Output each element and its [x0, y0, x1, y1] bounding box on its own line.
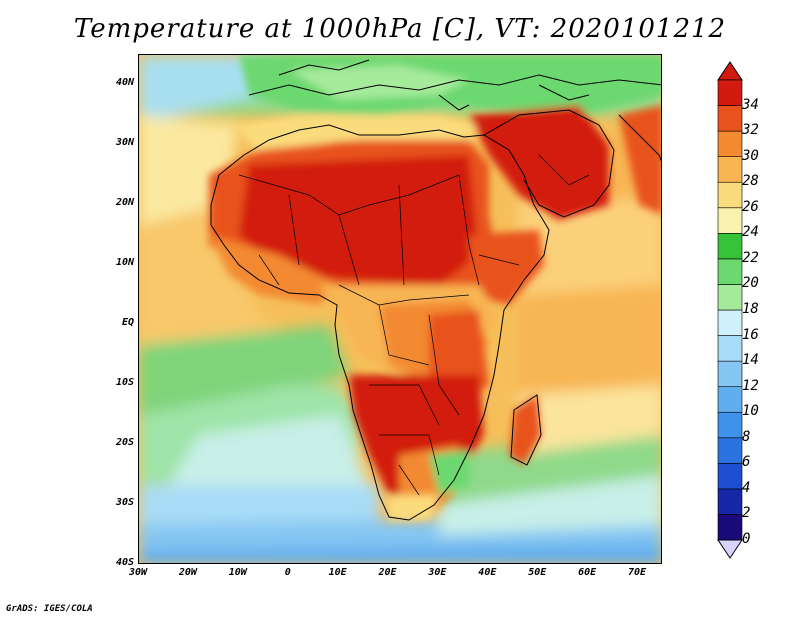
lat-tick-label: 20N	[115, 197, 134, 208]
colorbar	[717, 61, 743, 559]
colorbar-segment	[717, 411, 743, 439]
colorbar-level-label: 2	[742, 505, 751, 522]
colorbar-level-label: 28	[742, 173, 759, 190]
colorbar-segment	[717, 207, 743, 234]
colorbar-segment	[717, 360, 743, 387]
colorbar-level-label: 12	[742, 377, 759, 394]
colorbar-level-label: 24	[742, 224, 759, 241]
colorbar-max-arrow	[717, 61, 743, 81]
lon-tick-label: 50E	[528, 567, 547, 578]
colorbar-segment	[717, 514, 743, 541]
colorbar-segment	[717, 386, 743, 413]
colorbar-min-arrow	[717, 539, 743, 559]
lon-tick-label: 20W	[178, 567, 197, 578]
lat-tick-label: 40S	[115, 557, 134, 568]
colorbar-segment	[717, 463, 743, 490]
lat-tick-label: EQ	[121, 317, 134, 328]
colorbar-level-label: 26	[742, 198, 759, 215]
colorbar-level-label: 34	[742, 96, 759, 113]
colorbar-level-label: 4	[742, 479, 751, 496]
chart-title: Temperature at 1000hPa [C], VT: 20201012…	[73, 14, 727, 44]
colorbar-level-label: 10	[742, 403, 759, 420]
colorbar-level-label: 30	[742, 147, 759, 164]
coastlines	[210, 59, 661, 521]
lon-tick-label: 0	[284, 567, 291, 578]
colorbar-level-label: 6	[742, 454, 751, 471]
lon-tick-label: 40E	[478, 567, 497, 578]
colorbar-level-label: 0	[742, 531, 751, 547]
lon-tick-label: 20E	[378, 567, 397, 578]
colorbar-segment	[717, 79, 743, 106]
colorbar-level-label: 16	[742, 326, 759, 343]
colorbar-segment	[717, 488, 743, 515]
colorbar-segment	[717, 258, 743, 285]
colorbar-segment	[717, 156, 743, 183]
lon-tick-label: 10W	[228, 567, 247, 578]
colorbar-segment	[717, 105, 743, 132]
temperature-map	[138, 54, 662, 564]
colorbar-level-label: 18	[742, 301, 759, 317]
lon-tick-label: 30E	[428, 567, 447, 578]
colorbar-level-label: 22	[742, 249, 759, 266]
lat-tick-label: 40N	[115, 77, 134, 88]
colorbar-level-label: 14	[742, 352, 759, 369]
country-borders	[238, 154, 590, 496]
lat-tick-label: 30S	[115, 497, 134, 508]
lon-tick-label: 70E	[628, 567, 647, 578]
colorbar-segment	[717, 233, 743, 260]
colorbar-segment	[717, 335, 743, 362]
colorbar-segment	[717, 309, 743, 336]
colorbar-segment	[717, 284, 743, 311]
lon-tick-label: 30W	[128, 567, 148, 578]
colorbar-level-label: 8	[742, 428, 751, 445]
lat-tick-label: 10N	[115, 257, 134, 268]
colorbar-segment	[717, 437, 743, 464]
land-temperature	[209, 55, 661, 520]
colorbar-level-label: 20	[742, 275, 759, 292]
colorbar-segment	[717, 130, 743, 157]
lat-tick-label: 30N	[115, 137, 134, 148]
lon-tick-label: 60E	[578, 567, 597, 578]
lat-tick-label: 20S	[115, 437, 134, 448]
temperature-field	[139, 55, 661, 563]
credit-label: GrADS: IGES/COLA	[6, 604, 93, 614]
lon-tick-label: 10E	[328, 567, 347, 578]
colorbar-segment	[717, 181, 743, 209]
lat-tick-label: 10S	[115, 377, 134, 388]
colorbar-level-label: 32	[742, 122, 759, 139]
